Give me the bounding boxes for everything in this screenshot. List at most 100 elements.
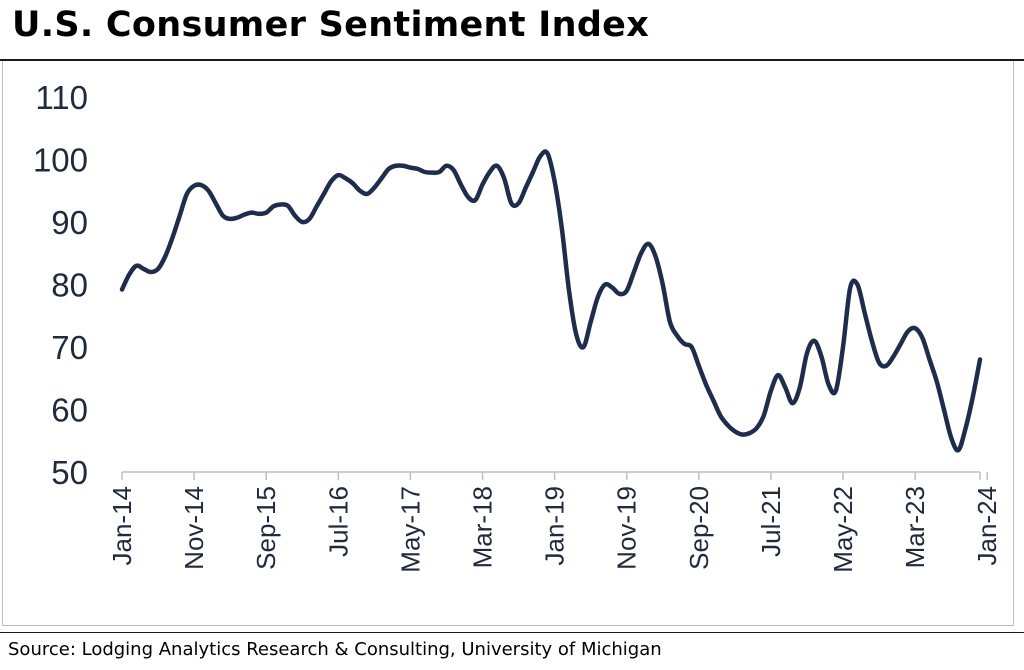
- data-point: [754, 426, 758, 430]
- data-point: [372, 186, 376, 190]
- x-axis-ticks: Jan-14 Nov-14 Sep-15 Jul-16 May-17 Mar-18 Jan-…: [107, 472, 1002, 573]
- data-point: [524, 186, 528, 190]
- data-point: [553, 179, 557, 183]
- data-point: [170, 236, 174, 240]
- data-point: [214, 201, 218, 205]
- data-point: [250, 211, 254, 215]
- data-point: [120, 288, 124, 292]
- y-tick-label: 100: [33, 142, 88, 179]
- data-point: [408, 166, 412, 170]
- data-point: [228, 217, 232, 221]
- data-point: [726, 423, 730, 427]
- data-point: [488, 170, 492, 174]
- data-point: [358, 189, 362, 193]
- x-tick-label: Jul-16: [323, 486, 353, 557]
- data-point: [827, 383, 831, 387]
- data-point: [235, 216, 239, 220]
- data-point: [185, 192, 189, 196]
- data-point: [207, 189, 211, 193]
- data-point: [509, 201, 513, 205]
- data-point: [127, 273, 131, 277]
- data-point: [481, 183, 485, 187]
- data-point: [322, 192, 326, 196]
- data-point: [163, 254, 167, 258]
- x-tick-label: May-22: [828, 486, 858, 573]
- data-point: [668, 320, 672, 324]
- data-point: [286, 204, 290, 208]
- y-tick-label: 70: [51, 329, 88, 366]
- y-axis-ticks: 50 60 70 80 90 100 110: [33, 79, 88, 491]
- data-point: [978, 358, 982, 362]
- data-point: [906, 329, 910, 333]
- data-point: [423, 170, 427, 174]
- series-line-consumer-sentiment: [119, 149, 983, 453]
- x-tick-label: May-17: [395, 486, 425, 573]
- data-point: [913, 326, 917, 330]
- data-point: [855, 283, 859, 287]
- data-point: [762, 414, 766, 418]
- data-point: [848, 286, 852, 290]
- data-point: [344, 176, 348, 180]
- data-point: [264, 211, 268, 215]
- data-point: [560, 226, 564, 230]
- data-point: [682, 342, 686, 346]
- data-point: [459, 183, 463, 187]
- data-point: [567, 289, 571, 293]
- data-point: [863, 311, 867, 315]
- data-point: [307, 217, 311, 221]
- data-point: [747, 431, 751, 435]
- data-point: [329, 179, 333, 183]
- data-point: [279, 203, 283, 207]
- x-tick-label: Jan-24: [972, 486, 1002, 566]
- data-point: [841, 345, 845, 349]
- data-point: [596, 295, 600, 299]
- chart-title: U.S. Consumer Sentiment Index: [12, 5, 650, 45]
- data-point: [884, 364, 888, 368]
- data-point: [315, 204, 319, 208]
- data-point: [690, 345, 694, 349]
- y-tick-label: 60: [51, 392, 88, 429]
- data-point: [517, 201, 521, 205]
- data-point: [812, 339, 816, 343]
- y-tick-label: 110: [35, 79, 88, 116]
- x-tick-label: Nov-14: [179, 486, 209, 570]
- data-point: [300, 220, 304, 224]
- data-point: [935, 379, 939, 383]
- data-point: [610, 286, 614, 290]
- data-point: [502, 176, 506, 180]
- data-point: [221, 214, 225, 218]
- data-point: [733, 429, 737, 433]
- y-tick-label: 90: [51, 204, 88, 241]
- data-point: [603, 283, 607, 287]
- data-point: [336, 173, 340, 177]
- chart-frame: [2, 61, 1014, 626]
- data-point: [394, 164, 398, 168]
- data-point: [920, 336, 924, 340]
- data-point: [495, 164, 499, 168]
- data-point: [661, 283, 665, 287]
- data-point: [711, 398, 715, 402]
- data-point: [531, 170, 535, 174]
- data-point: [134, 264, 138, 268]
- data-point: [430, 171, 434, 175]
- data-point: [971, 395, 975, 399]
- x-tick-label: Sep-20: [684, 486, 714, 570]
- source-divider: [0, 632, 1024, 633]
- data-point: [293, 214, 297, 218]
- x-tick-label: Nov-19: [612, 486, 642, 570]
- data-point: [956, 448, 960, 452]
- data-point: [538, 154, 542, 158]
- data-point: [675, 334, 679, 338]
- data-point: [581, 345, 585, 349]
- data-point: [783, 386, 787, 390]
- data-point: [964, 426, 968, 430]
- data-point: [877, 361, 881, 365]
- x-tick-label: Jan-19: [540, 486, 570, 566]
- data-point: [639, 251, 643, 255]
- data-point: [473, 198, 477, 202]
- y-tick-label: 80: [51, 267, 88, 304]
- data-point: [192, 184, 196, 188]
- data-point: [271, 204, 275, 208]
- data-point: [942, 408, 946, 412]
- data-point: [949, 436, 953, 440]
